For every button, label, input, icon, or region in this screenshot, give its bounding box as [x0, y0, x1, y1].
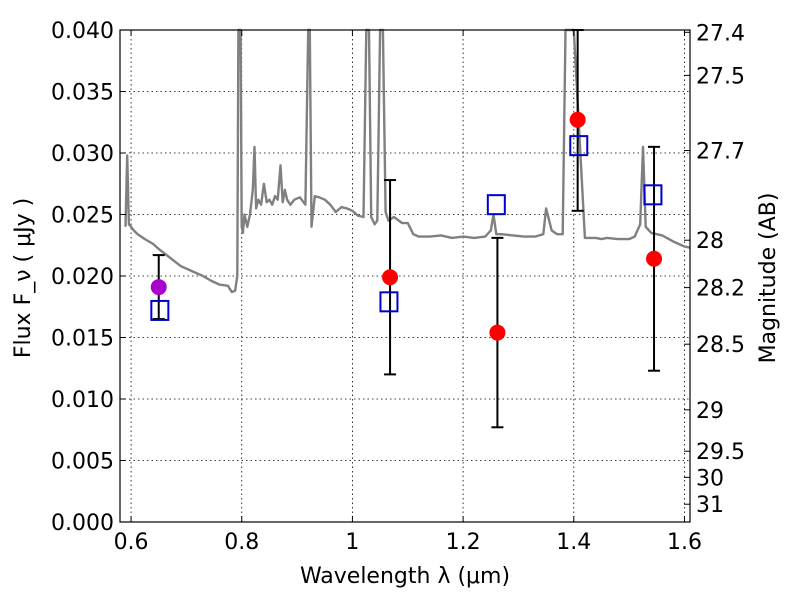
axis-ticks: 0.6 0.8 1 1.2 1.4 1.6 0.000 0.005 0.010 0.015 0.02… — [51, 19, 745, 555]
y2-tick-label: 29.5 — [696, 440, 745, 465]
y-tick-label: 0.000 — [51, 511, 114, 536]
x-tick-label: 1.4 — [556, 530, 591, 555]
y2-tick-label: 28.2 — [696, 277, 745, 302]
data-point-circle — [646, 250, 663, 267]
y-tick-label: 0.010 — [51, 388, 114, 413]
x-tick-label: 1.6 — [667, 530, 702, 555]
y-tick-label: 0.020 — [51, 265, 114, 290]
y2-tick-label: 31 — [696, 493, 724, 518]
y-axis-label: Flux F_ν ( μJy ) — [11, 198, 36, 358]
data-point-square — [150, 299, 170, 321]
y-tick-label: 0.025 — [51, 204, 114, 229]
data-point-square — [643, 184, 663, 206]
data-point-square — [569, 135, 589, 157]
y2-tick-label: 28 — [696, 229, 724, 254]
grid-lines — [120, 30, 690, 522]
x-tick-label: 0.8 — [224, 530, 259, 555]
y-tick-label: 0.035 — [51, 81, 114, 106]
data-point-square — [379, 291, 399, 313]
x-tick-label: 1.2 — [446, 530, 481, 555]
x-tick-label: 0.6 — [114, 530, 149, 555]
data-markers — [150, 111, 663, 341]
y-tick-label: 0.015 — [51, 327, 114, 352]
x-axis-label: Wavelength λ (μm) — [300, 564, 510, 589]
spectrum-line — [124, 28, 691, 294]
y2-tick-label: 30 — [696, 466, 724, 491]
y2-tick-label: 27.7 — [696, 140, 745, 165]
data-point-square — [486, 194, 506, 216]
y-tick-label: 0.040 — [51, 19, 114, 44]
y2-axis-label: Magnitude (AB) — [756, 193, 781, 364]
y2-tick-label: 27.4 — [696, 21, 745, 46]
data-point-circle — [150, 279, 167, 296]
y2-tick-label: 28.5 — [696, 333, 745, 358]
y-tick-label: 0.005 — [51, 450, 114, 475]
data-point-circle — [569, 111, 586, 128]
data-point-circle — [382, 269, 399, 286]
x-tick-label: 1 — [345, 530, 359, 555]
y2-tick-label: 29 — [696, 399, 724, 424]
model-spectrum — [124, 28, 691, 294]
data-point-circle — [489, 324, 506, 341]
y2-tick-label: 27.5 — [696, 64, 745, 89]
y-tick-label: 0.030 — [51, 142, 114, 167]
